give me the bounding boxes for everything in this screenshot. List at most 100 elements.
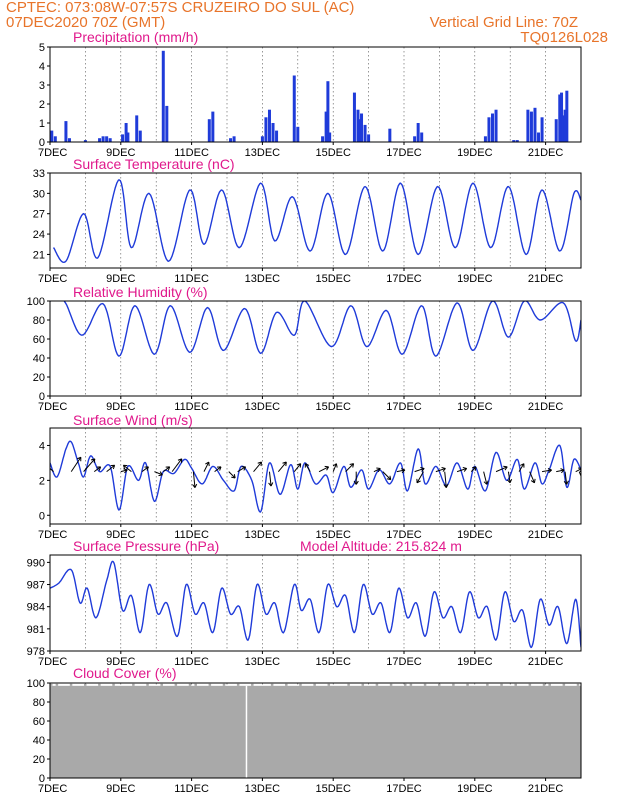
panel-frame [49, 554, 582, 652]
x-tick-label: 19DEC [457, 401, 493, 413]
y-tick-label: 20 [33, 372, 45, 384]
precip-bar [271, 123, 275, 142]
x-tick-label: 11DEC [174, 783, 209, 795]
wind-arrow [529, 471, 535, 484]
precip-bar [292, 75, 296, 142]
cloud-bar [514, 683, 517, 686]
y-tick-label: 4 [39, 61, 45, 73]
precip-bar [98, 138, 102, 142]
precip-bar [296, 126, 300, 142]
x-tick-label: 17DEC [386, 273, 422, 285]
x-tick-label: 19DEC [457, 273, 493, 285]
wind-title: Surface Wind (m/s) [73, 412, 193, 428]
x-tick-label: 17DEC [386, 147, 422, 159]
cloud-bar [389, 683, 393, 686]
wind-arrow-head [578, 467, 581, 473]
x-tick-label: 21DEC [528, 529, 564, 541]
x-tick-label: 13DEC [245, 783, 281, 795]
wind-arrow-head [192, 483, 198, 488]
y-tick-label: 0 [39, 773, 45, 785]
series-line [52, 178, 581, 264]
cloud-area [50, 685, 581, 778]
wind-arrow [456, 467, 467, 473]
panel-5: 0 20 40 60 80 100 7DEC 9DEC 11DEC 13DEC 15DEC 17DEC… [27, 678, 582, 795]
y-tick-label: 40 [33, 353, 45, 365]
wind-arrow-head [231, 474, 236, 479]
cloud-bar [285, 683, 288, 686]
panel-0: 0 1 2 3 4 5 7DEC 9DEC 11DEC 13DEC 15DEC 17DEC 19DEC 2… [38, 42, 582, 159]
x-tick-label: 17DEC [386, 401, 422, 413]
x-tick-label: 9DEC [106, 147, 135, 159]
cloud-bar [542, 683, 546, 686]
precip-bar [275, 130, 279, 142]
wind-arrow-head [205, 461, 210, 467]
panel-4: 978 981 984 987 990 7DEC 9DEC 11DEC 13DEC 15DEC 17… [27, 554, 582, 668]
precip-bar [229, 138, 233, 142]
cloud-bar [375, 683, 379, 686]
panel-frame [49, 427, 582, 525]
wind-arrow [120, 469, 128, 473]
y-tick-label: 2 [39, 475, 45, 487]
wind-arrow-head [158, 471, 163, 477]
y-tick-label: 40 [33, 735, 45, 747]
precip-bar [165, 105, 169, 142]
precip-bar [413, 136, 417, 142]
x-tick-label: 9DEC [106, 273, 135, 285]
wind-arrow-head [520, 463, 525, 468]
wind-arrow [345, 463, 354, 472]
wind-arrow-head [216, 466, 222, 471]
x-tick-label: 17DEC [386, 529, 422, 541]
wind-arrow [141, 466, 149, 473]
x-tick-label: 19DEC [457, 656, 493, 668]
wind-arrow [192, 471, 196, 488]
wind-arrow-head [507, 478, 513, 484]
x-tick-label: 13DEC [245, 401, 281, 413]
x-tick-label: 21DEC [528, 783, 564, 795]
x-tick-label: 7DEC [38, 529, 67, 541]
y-tick-label: 24 [33, 229, 45, 241]
cloud-bar [452, 683, 455, 686]
cloud-bar [50, 683, 53, 686]
precip-bar [561, 115, 565, 142]
x-tick-label: 11DEC [174, 401, 209, 413]
precip-title: Precipitation (mm/h) [73, 29, 198, 45]
header-date: 07DEC2020 70Z (GMT) [6, 14, 165, 31]
wind-arrow [154, 471, 163, 476]
y-tick-label: 80 [33, 697, 45, 709]
x-tick-label: 7DEC [38, 401, 67, 413]
wind-arrow-head [441, 466, 446, 472]
cloud-bar [423, 683, 427, 686]
y-tick-label: 4 [39, 440, 45, 452]
wind-arrow-head [416, 478, 421, 484]
panel-frame [49, 300, 582, 397]
wind-arrow-head [110, 464, 116, 470]
panel-1: 21 24 27 30 33 7DEC 9DEC 11DEC 13DEC 15DEC 17DEC 19… [33, 168, 582, 285]
y-tick-label: 981 [27, 624, 45, 636]
precip-bar [124, 123, 128, 142]
wind-arrow-head [268, 482, 274, 487]
precip-bar [53, 136, 57, 142]
x-tick-label: 21DEC [528, 273, 564, 285]
wind-arrow-head [38, 457, 42, 461]
wind-arrow-head [563, 480, 569, 485]
wind-arrow-head [165, 466, 171, 471]
wind-arrow [470, 466, 477, 472]
wind-arrow [541, 469, 552, 473]
wind-arrow [106, 464, 115, 473]
y-tick-label: 33 [33, 168, 45, 180]
wind-arrow-head [241, 466, 247, 471]
precip-bar [138, 130, 142, 142]
precip-bar [108, 138, 112, 142]
precip-bar [563, 109, 567, 142]
cloud-title: Cloud Cover (%) [73, 665, 176, 681]
wind-arrow [318, 466, 329, 473]
precip-bar [260, 136, 264, 142]
precip-bar [363, 124, 367, 142]
wind-arrow [507, 471, 511, 483]
x-tick-label: 7DEC [38, 147, 67, 159]
wind-arrow-head [177, 458, 183, 463]
wind-arrow [332, 463, 337, 472]
x-tick-label: 19DEC [457, 783, 493, 795]
cloud-bar [299, 683, 302, 686]
cloud-bar [437, 683, 441, 686]
